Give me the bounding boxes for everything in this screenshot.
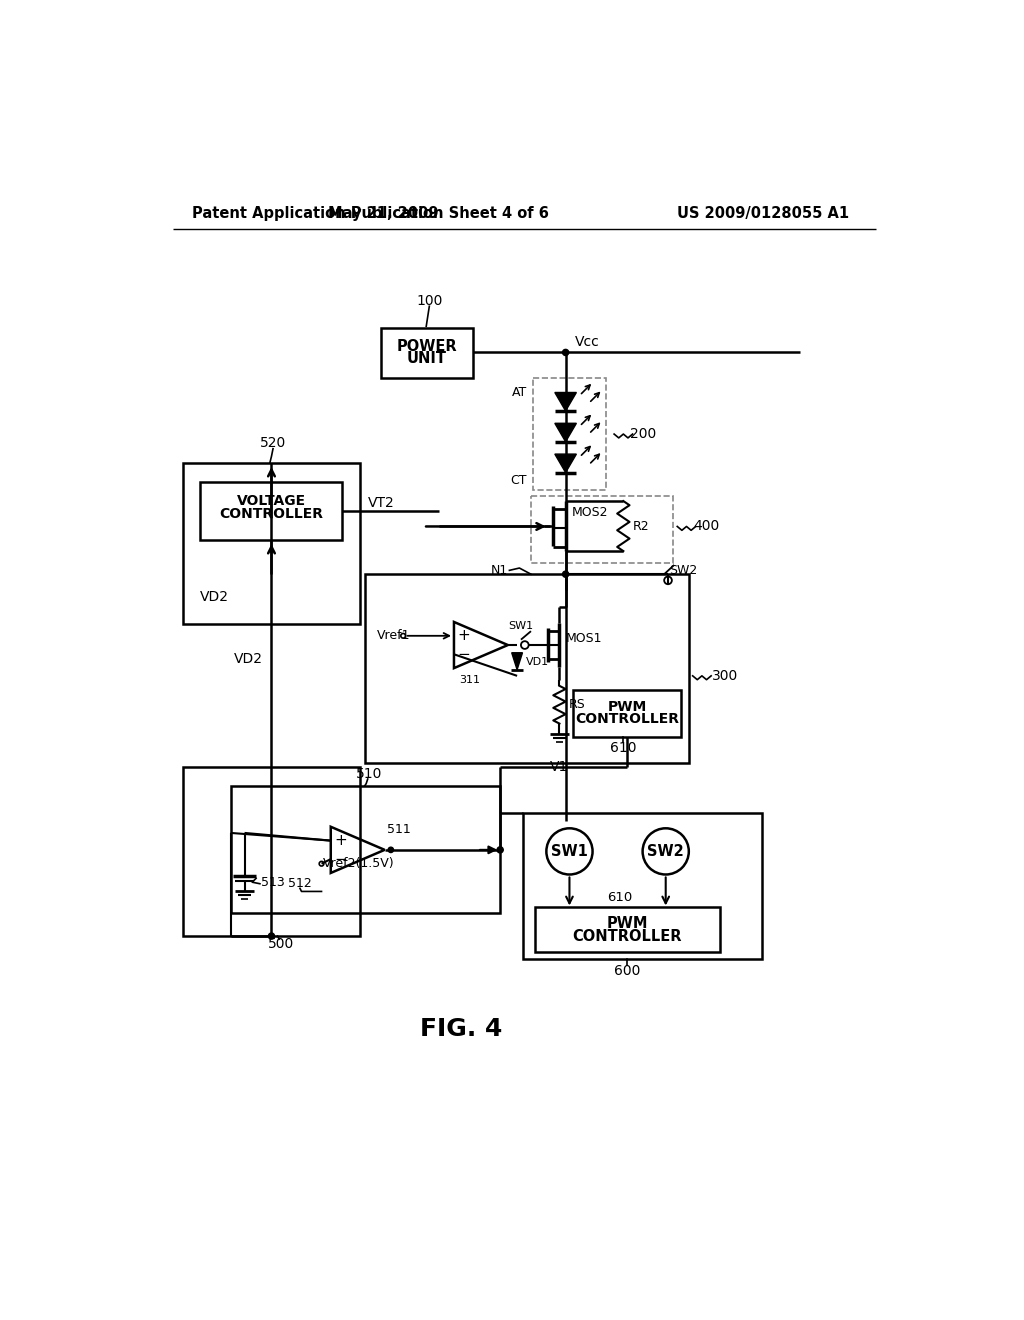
- Text: Vref2(1.5V): Vref2(1.5V): [323, 857, 394, 870]
- Text: CONTROLLER: CONTROLLER: [219, 507, 324, 521]
- Text: 300: 300: [712, 669, 738, 682]
- Bar: [535, 907, 720, 952]
- Text: RS: RS: [568, 698, 586, 711]
- Text: 512: 512: [288, 878, 312, 890]
- Bar: [523, 813, 762, 960]
- Text: 513: 513: [261, 875, 286, 888]
- Text: VD2: VD2: [200, 590, 228, 605]
- Text: 520: 520: [260, 437, 286, 450]
- Text: SW1: SW1: [508, 620, 534, 631]
- Bar: [183, 767, 360, 936]
- Text: POWER: POWER: [396, 339, 458, 354]
- Text: 400: 400: [693, 520, 720, 533]
- Text: 311: 311: [459, 675, 480, 685]
- Text: SW2: SW2: [647, 843, 684, 859]
- Text: −: −: [335, 851, 347, 867]
- Text: VT2: VT2: [368, 496, 394, 511]
- Text: CONTROLLER: CONTROLLER: [572, 928, 682, 944]
- Bar: [230, 785, 500, 913]
- Text: CT: CT: [511, 474, 527, 487]
- Bar: [183, 462, 360, 624]
- Text: +: +: [458, 628, 470, 643]
- Text: CONTROLLER: CONTROLLER: [575, 711, 679, 726]
- Bar: [531, 496, 674, 564]
- Text: 600: 600: [614, 964, 640, 978]
- Bar: [532, 378, 605, 490]
- Text: 510: 510: [356, 767, 382, 781]
- Text: FIG. 4: FIG. 4: [421, 1016, 503, 1040]
- Bar: [366, 574, 689, 763]
- Text: MOS2: MOS2: [571, 506, 608, 519]
- Text: May 21, 2009  Sheet 4 of 6: May 21, 2009 Sheet 4 of 6: [328, 206, 549, 222]
- Text: VD1: VD1: [526, 657, 550, 667]
- Circle shape: [268, 933, 274, 940]
- Text: 511: 511: [387, 824, 411, 837]
- Circle shape: [497, 847, 503, 853]
- Text: Patent Application Publication: Patent Application Publication: [193, 206, 443, 222]
- Text: US 2009/0128055 A1: US 2009/0128055 A1: [677, 206, 849, 222]
- Text: MOS1: MOS1: [565, 632, 602, 645]
- Text: −: −: [458, 647, 470, 661]
- Text: 200: 200: [630, 428, 656, 441]
- Text: V1: V1: [550, 760, 568, 774]
- Text: 100: 100: [416, 294, 442, 308]
- Polygon shape: [555, 454, 577, 473]
- Text: VOLTAGE: VOLTAGE: [237, 494, 306, 508]
- Text: UNIT: UNIT: [407, 351, 447, 366]
- Text: +: +: [335, 833, 347, 849]
- Polygon shape: [512, 653, 522, 669]
- Text: 500: 500: [267, 937, 294, 950]
- Circle shape: [562, 572, 568, 577]
- Polygon shape: [555, 424, 577, 442]
- Text: N1: N1: [490, 564, 508, 577]
- Text: PWM: PWM: [607, 700, 647, 714]
- Circle shape: [388, 847, 393, 853]
- Text: VD2: VD2: [233, 652, 263, 665]
- Bar: [381, 327, 473, 378]
- Text: SW1: SW1: [551, 843, 588, 859]
- Text: 610: 610: [607, 891, 632, 904]
- Text: 610: 610: [610, 742, 637, 755]
- Text: AT: AT: [512, 385, 527, 399]
- Text: R2: R2: [633, 520, 649, 533]
- Polygon shape: [555, 392, 577, 411]
- Text: SW2: SW2: [670, 564, 697, 577]
- Text: PWM: PWM: [606, 916, 648, 931]
- Circle shape: [562, 350, 568, 355]
- Bar: [200, 482, 342, 540]
- Text: Vcc: Vcc: [574, 335, 600, 350]
- Bar: [573, 689, 681, 738]
- Text: Vref1: Vref1: [377, 630, 411, 643]
